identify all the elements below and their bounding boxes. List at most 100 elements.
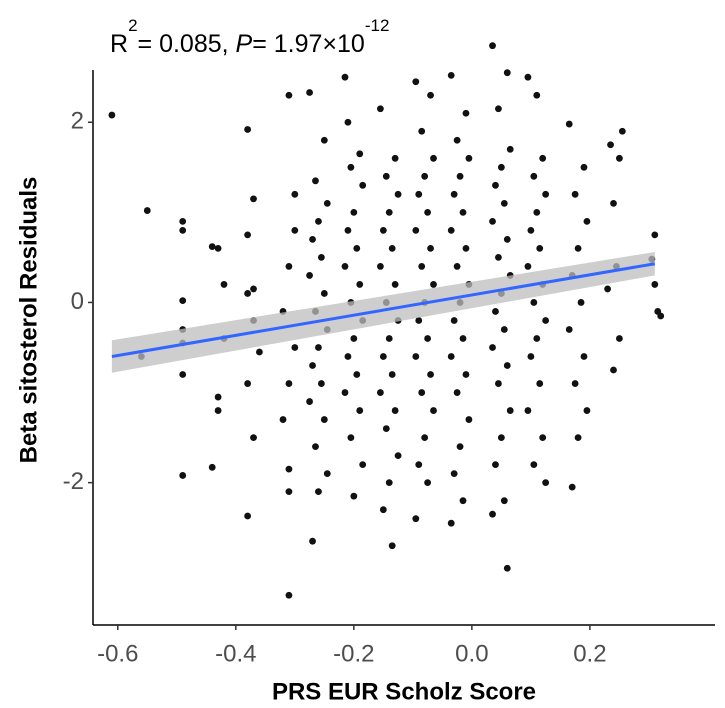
point bbox=[456, 172, 464, 180]
point bbox=[353, 244, 361, 252]
point bbox=[506, 145, 514, 153]
point bbox=[574, 434, 582, 441]
point bbox=[317, 380, 325, 387]
point bbox=[503, 362, 511, 369]
y-tick-label: 0 bbox=[71, 288, 84, 315]
point bbox=[315, 488, 322, 496]
point bbox=[309, 235, 316, 243]
point bbox=[657, 312, 665, 320]
point bbox=[462, 371, 470, 378]
point bbox=[450, 317, 458, 324]
point bbox=[244, 380, 252, 387]
point bbox=[542, 479, 550, 487]
point bbox=[453, 136, 461, 144]
point bbox=[208, 463, 216, 471]
point bbox=[430, 281, 437, 288]
point bbox=[536, 380, 544, 387]
point bbox=[489, 510, 496, 518]
point bbox=[291, 226, 299, 234]
point bbox=[427, 371, 434, 378]
point bbox=[415, 317, 423, 324]
point bbox=[179, 297, 187, 305]
point bbox=[376, 389, 384, 396]
point bbox=[489, 42, 496, 50]
point bbox=[279, 416, 287, 423]
point bbox=[143, 207, 151, 214]
point bbox=[291, 344, 299, 351]
point bbox=[530, 461, 538, 469]
point bbox=[430, 407, 437, 414]
point bbox=[418, 263, 426, 270]
point bbox=[615, 154, 623, 162]
point bbox=[323, 199, 331, 207]
point bbox=[539, 154, 547, 162]
point bbox=[385, 335, 393, 342]
point bbox=[108, 111, 116, 119]
point bbox=[394, 452, 402, 460]
point bbox=[344, 118, 352, 126]
point bbox=[453, 263, 461, 270]
point bbox=[382, 172, 390, 180]
point bbox=[317, 254, 325, 261]
point bbox=[379, 506, 387, 514]
point bbox=[250, 434, 257, 441]
point bbox=[320, 416, 328, 423]
point bbox=[607, 141, 614, 149]
point bbox=[424, 479, 432, 487]
point bbox=[385, 479, 393, 487]
point bbox=[391, 281, 399, 288]
point bbox=[214, 407, 222, 414]
annotation: R2= 0.085, P= 1.97×10-12 bbox=[110, 16, 389, 57]
point bbox=[539, 434, 547, 441]
point bbox=[453, 389, 461, 396]
point bbox=[341, 73, 349, 81]
point bbox=[391, 154, 399, 162]
point bbox=[506, 407, 514, 414]
point bbox=[495, 254, 502, 261]
point bbox=[418, 389, 426, 396]
point bbox=[465, 416, 473, 423]
point bbox=[450, 470, 458, 478]
point bbox=[388, 244, 396, 252]
point bbox=[424, 335, 432, 342]
point bbox=[427, 244, 434, 252]
point bbox=[500, 199, 508, 207]
x-axis-title: PRS EUR Scholz Score bbox=[272, 678, 536, 705]
point bbox=[347, 434, 355, 441]
point bbox=[604, 285, 611, 293]
point bbox=[465, 154, 473, 162]
point bbox=[285, 263, 293, 270]
confidence-band bbox=[111, 251, 655, 373]
point bbox=[376, 105, 384, 113]
p: P bbox=[236, 30, 253, 58]
point bbox=[285, 380, 293, 387]
point bbox=[571, 190, 579, 198]
point bbox=[250, 285, 257, 293]
point bbox=[379, 353, 387, 360]
point bbox=[527, 353, 535, 360]
point bbox=[447, 226, 455, 234]
p-value: = 1.97×10 bbox=[252, 30, 365, 58]
point bbox=[412, 78, 420, 86]
point bbox=[651, 281, 659, 288]
point bbox=[285, 465, 293, 473]
point bbox=[495, 380, 502, 387]
point bbox=[610, 366, 617, 374]
r-exp: 2 bbox=[128, 16, 137, 35]
point bbox=[583, 407, 591, 414]
point bbox=[320, 136, 328, 144]
point bbox=[533, 335, 541, 342]
point bbox=[344, 353, 352, 360]
point bbox=[450, 190, 458, 198]
point bbox=[459, 335, 467, 342]
point bbox=[424, 208, 432, 216]
point bbox=[359, 181, 367, 189]
point bbox=[565, 120, 573, 128]
point bbox=[388, 371, 396, 378]
point bbox=[350, 335, 358, 342]
point bbox=[315, 217, 322, 225]
point bbox=[542, 190, 550, 198]
point bbox=[285, 488, 293, 496]
point bbox=[353, 371, 361, 378]
